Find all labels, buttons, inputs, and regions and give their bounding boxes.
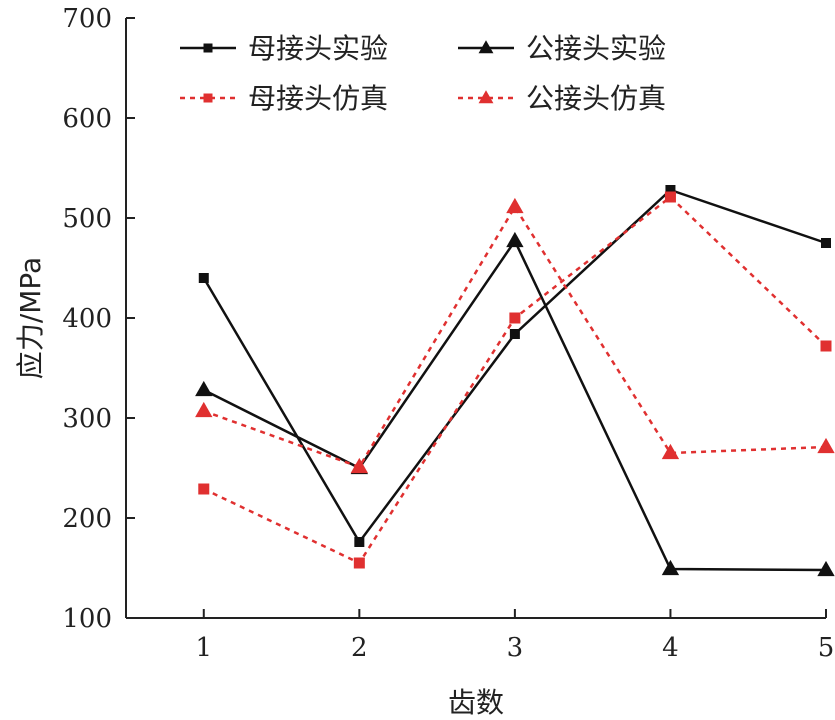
legend-label: 母接头实验 bbox=[248, 32, 388, 65]
data-point bbox=[509, 329, 520, 339]
y-tick-label: 300 bbox=[62, 404, 112, 434]
y-tick-label: 700 bbox=[62, 4, 112, 34]
y-tick-label: 600 bbox=[62, 104, 112, 134]
data-point bbox=[350, 457, 369, 474]
y-tick-label: 500 bbox=[62, 204, 112, 234]
series-4 bbox=[195, 197, 835, 474]
series-layer bbox=[195, 185, 835, 577]
legend-marker bbox=[203, 43, 213, 53]
data-point bbox=[195, 401, 213, 418]
data-point bbox=[665, 185, 676, 195]
y-tick-label: 400 bbox=[62, 304, 112, 334]
data-point bbox=[195, 380, 213, 397]
legend-marker bbox=[203, 93, 213, 103]
x-tick-label: 4 bbox=[662, 633, 679, 663]
data-point bbox=[664, 191, 676, 203]
data-point bbox=[820, 340, 832, 352]
legend-entry: 公接头仿真 bbox=[458, 82, 666, 115]
data-point bbox=[661, 443, 680, 460]
legend-entry: 母接头仿真 bbox=[180, 82, 388, 115]
data-point bbox=[506, 231, 524, 248]
x-tick-label: 3 bbox=[507, 633, 524, 663]
data-point bbox=[817, 560, 835, 577]
data-point bbox=[354, 537, 365, 547]
legend-marker bbox=[478, 40, 494, 54]
series-line bbox=[203, 238, 827, 572]
data-point bbox=[509, 312, 521, 324]
data-point bbox=[506, 197, 524, 214]
series-2 bbox=[195, 231, 835, 577]
x-tick-label: 5 bbox=[818, 633, 835, 663]
data-point bbox=[353, 557, 365, 569]
legend-label: 公接头实验 bbox=[526, 32, 666, 65]
x-tick-label: 2 bbox=[351, 633, 368, 663]
legend-label: 公接头仿真 bbox=[526, 82, 666, 115]
series-3 bbox=[198, 191, 832, 569]
y-axis-title: 应力/MPa bbox=[14, 257, 47, 379]
x-axis-title: 齿数 bbox=[448, 686, 504, 719]
series-1 bbox=[198, 185, 831, 547]
data-point bbox=[661, 559, 680, 576]
legend-label: 母接头仿真 bbox=[248, 82, 388, 115]
axes: 100 200 300 400 500 600 700 1 2 3 4 5 bbox=[62, 4, 834, 663]
series-line bbox=[203, 204, 827, 469]
legend-marker bbox=[478, 90, 494, 104]
legend-entry: 公接头实验 bbox=[458, 32, 666, 65]
legend-entry: 母接头实验 bbox=[180, 32, 388, 65]
x-tick-label: 1 bbox=[196, 633, 213, 663]
data-point bbox=[817, 437, 835, 454]
series-line bbox=[203, 195, 827, 565]
data-point bbox=[821, 238, 831, 248]
y-tick-label: 100 bbox=[62, 604, 112, 634]
data-point bbox=[198, 483, 210, 495]
data-point bbox=[198, 273, 209, 283]
y-tick-label: 200 bbox=[62, 504, 112, 534]
